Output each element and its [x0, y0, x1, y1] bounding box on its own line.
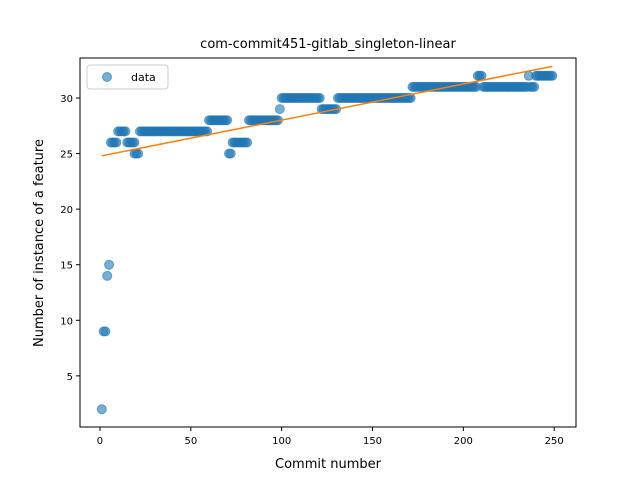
legend-box	[86, 64, 169, 90]
x-tick-label: 50	[184, 436, 197, 447]
data-point	[202, 126, 213, 137]
data-point	[547, 70, 558, 81]
fit-line	[101, 65, 553, 157]
data-point	[133, 148, 144, 159]
x-tick-label: 100	[272, 436, 291, 447]
data-point	[274, 104, 285, 115]
y-tick-label: 30	[60, 94, 73, 105]
data-point	[529, 81, 540, 92]
legend-marker-data	[102, 72, 112, 82]
plot-area	[96, 65, 558, 415]
data-point	[129, 137, 140, 148]
data-point	[120, 126, 131, 137]
y-tick-label: 10	[60, 316, 73, 327]
x-tick-label: 250	[545, 436, 564, 447]
axes: 0 50 100 150 200 250 5 10 15 20 25 30	[60, 57, 577, 447]
y-axis-label: Number of instance of a feature	[32, 139, 47, 347]
axes-frame	[79, 57, 577, 428]
chart-title: com-commit451-gitlab_singleton-linear	[200, 37, 456, 52]
y-tick-label: 15	[60, 261, 73, 272]
y-tick-label: 5	[67, 372, 73, 383]
data-point	[225, 148, 236, 159]
x-axis-label: Commit number	[275, 457, 382, 472]
data-point	[96, 404, 107, 415]
data-point	[222, 115, 233, 126]
data-point	[111, 137, 122, 148]
legend-label-data: data	[131, 71, 156, 84]
x-tick-label: 200	[454, 436, 473, 447]
data-point	[405, 93, 416, 104]
x-tick-label: 150	[363, 436, 382, 447]
y-tick-label: 25	[60, 150, 73, 161]
x-tick-label: 0	[97, 436, 103, 447]
legend: data	[86, 64, 169, 90]
data-point	[242, 137, 253, 148]
data-point	[476, 70, 487, 81]
data-point	[314, 93, 325, 104]
data-point	[104, 259, 115, 270]
y-tick-label: 20	[60, 205, 73, 216]
data-point	[102, 270, 113, 281]
data-point	[100, 326, 111, 337]
